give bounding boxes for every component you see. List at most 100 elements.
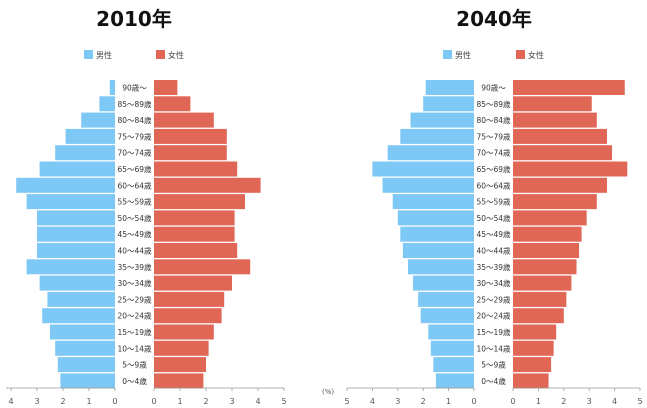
age-group-label: 5～9歳 [122,360,147,370]
age-group-label: 10～14歳 [476,343,511,353]
bar-female-11 [513,194,597,210]
age-group-label: 50～54歳 [476,213,511,223]
bar-male-2 [430,340,474,356]
legend-label-female: 女性 [168,50,184,60]
bar-female-3 [513,324,557,340]
x-tick-label-female: 0 [151,397,156,406]
bar-male-14 [387,145,474,161]
bar-male-13 [372,161,474,177]
bar-male-15 [65,128,115,144]
legend-label-male: 男性 [455,50,471,60]
x-tick-label-male: 0 [112,397,117,406]
chart-title-2040: 2040年 [456,7,532,31]
bar-male-3 [428,324,474,340]
bar-female-15 [154,128,227,144]
bar-female-8 [513,243,580,258]
x-tick-label-male: 0 [471,397,476,406]
bar-male-6 [413,275,474,291]
bar-male-14 [55,145,115,161]
legend-label-male: 男性 [96,50,112,60]
age-group-label: 85～89歳 [117,99,152,109]
bar-male-10 [397,210,474,226]
age-group-label: 15～19歳 [117,327,152,337]
age-group-label: 0～4歳 [481,376,506,386]
bar-female-12 [513,177,607,193]
x-tick-label-female: 4 [612,397,617,406]
pyramid-2040: 2040年 男性 女性 (%) 0～4歳 5～9歳 10～14歳 15～19歳 20～2… [322,7,643,406]
bar-male-0 [60,373,115,389]
x-tick-label-male: 2 [60,397,65,406]
bar-female-0 [513,373,549,389]
x-tick-label-female: 1 [536,397,541,406]
bar-female-17 [513,96,592,112]
bar-female-10 [154,210,235,226]
x-tick-label-female: 2 [561,397,566,406]
age-group-label: 20～24歳 [476,311,511,321]
age-group-label: 45～49歳 [476,229,511,239]
age-group-label: 30～34歳 [117,278,152,288]
x-tick-label-male: 5 [344,397,349,406]
bar-female-5 [154,291,225,307]
age-group-label: 30～34歳 [476,278,511,288]
bar-male-6 [39,275,115,291]
bar-male-17 [99,96,115,112]
bar-male-18 [109,80,115,95]
age-group-label: 40～44歳 [117,246,152,256]
age-group-label: 70～74歳 [117,148,152,158]
age-group-label: 15～19歳 [476,327,511,337]
bar-male-7 [407,259,474,275]
bar-male-12 [382,177,474,193]
bar-female-18 [513,80,625,95]
bar-female-9 [154,226,235,242]
x-tick-label-female: 5 [281,397,286,406]
bar-female-6 [513,275,572,291]
age-group-label: 90歳～ [122,83,147,93]
axis-unit-label: (%) [322,388,334,396]
x-tick-label-female: 0 [510,397,515,406]
x-tick-label-female: 3 [587,397,592,406]
bar-male-10 [37,210,115,226]
bar-male-12 [16,177,116,193]
bar-male-1 [57,357,115,373]
x-tick-label-male: 4 [8,397,13,406]
x-tick-label-female: 3 [229,397,234,406]
legend-label-female: 女性 [528,50,544,60]
legend-swatch-female [156,50,165,59]
bar-male-9 [400,226,474,242]
bar-female-4 [513,308,564,324]
bar-male-18 [425,80,474,95]
age-group-label: 60～64歳 [476,180,511,190]
bar-male-8 [37,243,115,258]
bar-male-9 [37,226,115,242]
age-group-label: 0～4歳 [122,376,147,386]
age-group-label: 80～84歳 [476,115,511,125]
legend-swatch-male [443,50,452,59]
bar-female-9 [513,226,582,242]
bar-female-12 [154,177,261,193]
age-group-label: 10～14歳 [117,343,152,353]
x-tick-label-male: 2 [421,397,426,406]
bar-male-11 [26,194,116,210]
bar-female-1 [154,357,206,373]
bar-male-8 [402,243,474,258]
bar-female-10 [513,210,587,226]
bar-male-16 [81,112,115,128]
x-tick-label-male: 1 [446,397,451,406]
bar-male-4 [42,308,116,324]
bar-female-11 [154,194,245,210]
age-group-label: 70～74歳 [476,148,511,158]
bar-female-16 [513,112,597,128]
bar-female-0 [154,373,204,389]
bar-male-0 [435,373,474,389]
age-group-label: 20～24歳 [117,311,152,321]
bar-male-17 [423,96,474,112]
age-group-label: 25～29歳 [476,294,511,304]
x-tick-label-male: 3 [34,397,39,406]
age-group-label: 55～59歳 [117,197,152,207]
bar-female-17 [154,96,191,112]
x-tick-label-female: 1 [177,397,182,406]
age-group-label: 60～64歳 [117,180,152,190]
bar-female-18 [154,80,178,95]
bar-male-7 [26,259,116,275]
